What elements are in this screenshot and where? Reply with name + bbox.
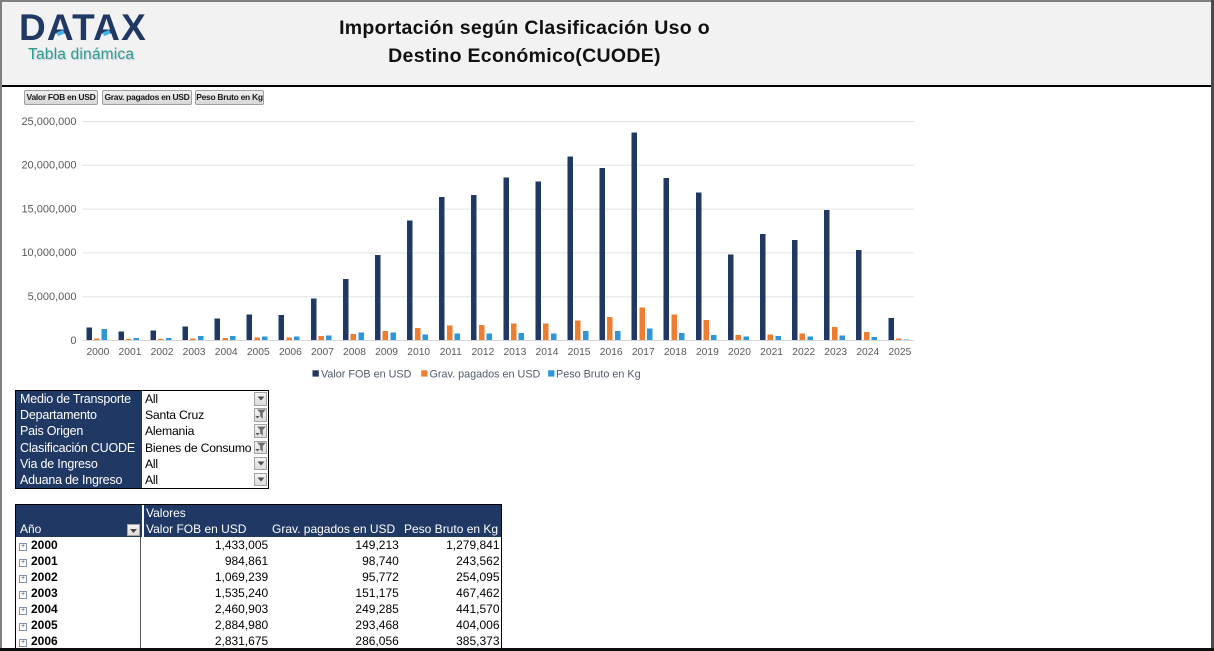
svg-text:2025: 2025 xyxy=(888,347,911,358)
svg-text:2008: 2008 xyxy=(343,347,366,358)
svg-text:2020: 2020 xyxy=(728,347,751,358)
svg-text:Valor FOB en USD: Valor FOB en USD xyxy=(321,369,412,381)
svg-text:2001: 2001 xyxy=(119,347,142,358)
svg-text:2017: 2017 xyxy=(632,347,655,358)
svg-text:2009: 2009 xyxy=(375,347,398,358)
svg-text:2011: 2011 xyxy=(440,347,462,358)
svg-text:2021: 2021 xyxy=(760,347,783,358)
svg-text:2018: 2018 xyxy=(664,347,687,358)
svg-text:15,000,000: 15,000,000 xyxy=(21,203,76,215)
svg-text:20,000,000: 20,000,000 xyxy=(21,160,76,172)
svg-text:Peso Bruto en Kg: Peso Bruto en Kg xyxy=(556,369,641,381)
svg-text:2005: 2005 xyxy=(247,347,270,358)
svg-text:2016: 2016 xyxy=(600,347,623,358)
svg-text:5,000,000: 5,000,000 xyxy=(28,291,77,303)
svg-text:2013: 2013 xyxy=(503,347,526,358)
svg-text:2000: 2000 xyxy=(86,347,109,358)
svg-text:2003: 2003 xyxy=(183,347,206,358)
svg-text:2004: 2004 xyxy=(215,347,238,358)
svg-text:2012: 2012 xyxy=(471,347,494,358)
svg-text:2023: 2023 xyxy=(824,347,847,358)
svg-text:2015: 2015 xyxy=(568,347,591,358)
svg-text:2010: 2010 xyxy=(407,347,430,358)
svg-text:Grav. pagados en USD: Grav. pagados en USD xyxy=(430,369,541,381)
svg-text:2024: 2024 xyxy=(856,347,879,358)
svg-text:2022: 2022 xyxy=(792,347,815,358)
svg-text:10,000,000: 10,000,000 xyxy=(21,247,76,259)
svg-text:2014: 2014 xyxy=(536,347,559,358)
svg-text:2002: 2002 xyxy=(151,347,174,358)
svg-text:2019: 2019 xyxy=(696,347,719,358)
svg-text:2007: 2007 xyxy=(311,347,334,358)
svg-text:25,000,000: 25,000,000 xyxy=(21,116,76,128)
svg-text:2006: 2006 xyxy=(279,347,302,358)
svg-text:0: 0 xyxy=(70,335,76,347)
